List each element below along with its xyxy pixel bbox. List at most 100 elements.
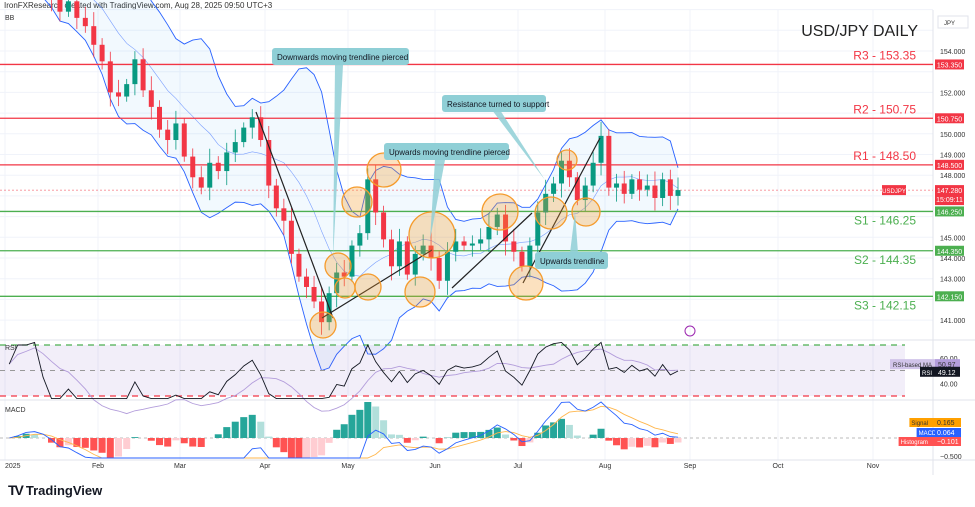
candle <box>99 44 105 62</box>
callout-text: Upwards trendline <box>540 257 605 266</box>
candle <box>140 59 146 91</box>
price-tick: 141.000 <box>940 318 965 325</box>
time-tick: Jul <box>514 463 523 470</box>
macd-tag-label: MACD <box>919 431 937 437</box>
highlight-circle <box>354 273 382 301</box>
chart[interactable]: R3 - 153.35 R2 - 150.75 R1 - 148.50 S1 - 14… <box>0 0 975 475</box>
macd-histogram-bar <box>318 438 326 456</box>
macd-histogram-bar <box>214 434 222 438</box>
macd-histogram-bar <box>419 436 427 438</box>
macd-tag-label: Histogram <box>901 440 928 446</box>
macd-histogram-bar <box>380 420 388 438</box>
macd-histogram-bar <box>265 436 273 438</box>
macd-histogram-bar <box>636 438 644 448</box>
candle <box>629 179 635 194</box>
macd-tag <box>898 437 935 446</box>
candle <box>582 185 588 201</box>
candle <box>224 152 230 172</box>
macd-histogram-bar <box>131 437 139 438</box>
macd-tick: −0.500 <box>940 454 962 461</box>
candle <box>349 245 355 277</box>
time-tick: 2025 <box>5 463 21 470</box>
candle <box>266 140 272 186</box>
macd-histogram-bar <box>460 432 468 438</box>
tradingview-logo[interactable]: TV TradingView <box>8 482 103 498</box>
candle <box>527 245 533 267</box>
candle <box>574 177 580 201</box>
price-tick: 145.000 <box>940 235 965 242</box>
candle <box>652 185 658 198</box>
macd-histogram-bar <box>325 438 333 443</box>
candle <box>486 226 492 240</box>
rsi-pane: RSI60.0040.00 <box>0 341 958 415</box>
candle <box>311 286 317 302</box>
rsi-value: 49.12 <box>938 370 956 377</box>
candle <box>258 117 264 141</box>
highlight-circle <box>571 197 601 227</box>
macd-histogram-bar <box>48 438 55 443</box>
bb-fill <box>45 0 679 371</box>
highlight-circle <box>334 277 356 299</box>
highlight-circles <box>309 149 601 339</box>
highlight-circle <box>324 252 352 280</box>
macd-histogram-bar <box>180 438 188 444</box>
macd-value-tag <box>935 437 961 446</box>
candle <box>296 253 302 277</box>
time-tick: Feb <box>92 463 104 470</box>
candle <box>82 17 88 27</box>
candle <box>511 241 517 252</box>
rsi-tag <box>920 366 935 377</box>
macd-tag <box>916 428 935 437</box>
candle <box>444 251 450 281</box>
chart-title: USD/JPY DAILY <box>801 23 918 40</box>
candles <box>51 0 681 335</box>
highlight-circle <box>556 149 578 171</box>
rsi-tick: 40.00 <box>940 381 958 388</box>
macd-histogram-bar <box>643 438 651 446</box>
candle <box>675 190 681 196</box>
macd-histogram-bar <box>223 427 231 438</box>
tradingview-logo-icon: TV <box>8 482 24 498</box>
highlight-circle <box>481 193 519 231</box>
macd-histogram-bar <box>106 438 114 458</box>
callout-box <box>442 95 546 112</box>
callouts <box>272 48 608 269</box>
macd-histogram-bar <box>333 429 341 438</box>
highlight-circle <box>534 196 568 230</box>
macd-value-tag <box>935 418 961 427</box>
highlight-circle <box>309 311 337 339</box>
chart-credit: IronFXResearch created with TradingView.… <box>4 1 273 10</box>
price-tick: 154.000 <box>940 49 965 56</box>
time-tick: Jun <box>429 463 440 470</box>
time-tick: Oct <box>773 463 784 470</box>
macd-histogram-bar <box>172 438 180 441</box>
macd-histogram-bar <box>356 409 364 438</box>
candle <box>357 233 363 246</box>
level-tag <box>935 291 964 302</box>
macd-histogram-bar <box>240 417 248 438</box>
time-tick: Mar <box>174 463 187 470</box>
macd-value-tag <box>935 428 961 437</box>
macd-histogram-bar <box>310 438 318 457</box>
callout-text: Resistance turned to support <box>447 100 550 109</box>
level-tag-text: 150.750 <box>937 116 962 123</box>
macd-histogram-bar <box>164 438 172 447</box>
macd-histogram-bar <box>197 438 205 447</box>
alert-icon[interactable] <box>684 325 696 337</box>
level-tag <box>935 245 964 256</box>
level-label: R3 - 153.35 <box>853 48 916 62</box>
time-tick: Sep <box>684 463 697 470</box>
callout-text: Upwards moving trendline pierced <box>389 148 510 157</box>
macd-histogram-bar <box>542 425 550 438</box>
macd-histogram-bar <box>674 438 682 443</box>
rsi-line <box>8 341 679 399</box>
candle <box>503 214 509 242</box>
rsi-tag-label: RSI <box>922 371 932 377</box>
level-label: S2 - 144.35 <box>854 253 916 267</box>
candle <box>107 61 113 93</box>
candle <box>404 241 410 275</box>
candle <box>667 179 673 196</box>
axis-tags: 153.350 150.750 148.500 146.250 144.350 142.1… <box>882 59 964 446</box>
grid <box>0 9 975 475</box>
macd-histogram-bar <box>485 429 493 438</box>
